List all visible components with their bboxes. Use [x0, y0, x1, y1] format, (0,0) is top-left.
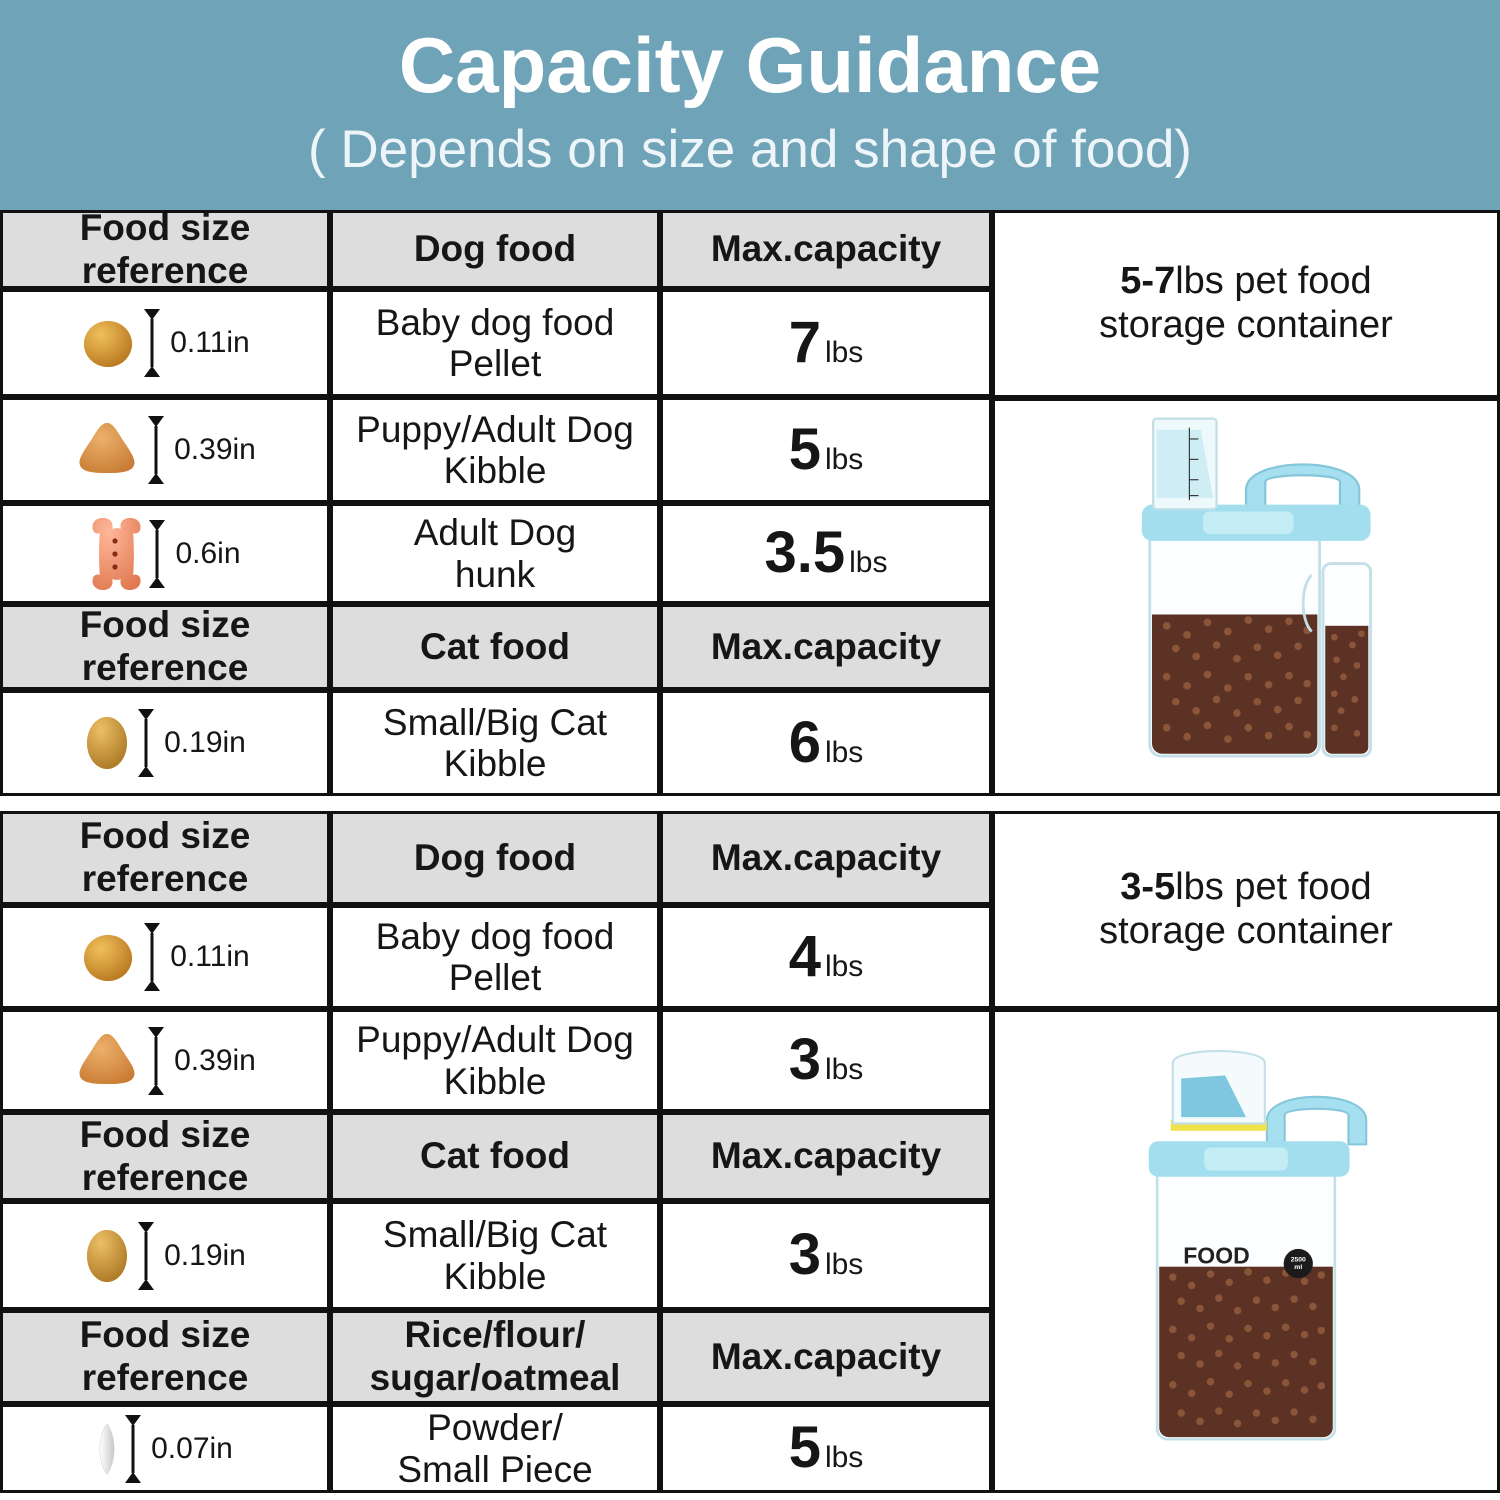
svg-text:FOOD: FOOD [1183, 1243, 1249, 1269]
svg-text:2500: 2500 [1291, 1256, 1306, 1263]
svg-text:ml: ml [1294, 1264, 1302, 1271]
